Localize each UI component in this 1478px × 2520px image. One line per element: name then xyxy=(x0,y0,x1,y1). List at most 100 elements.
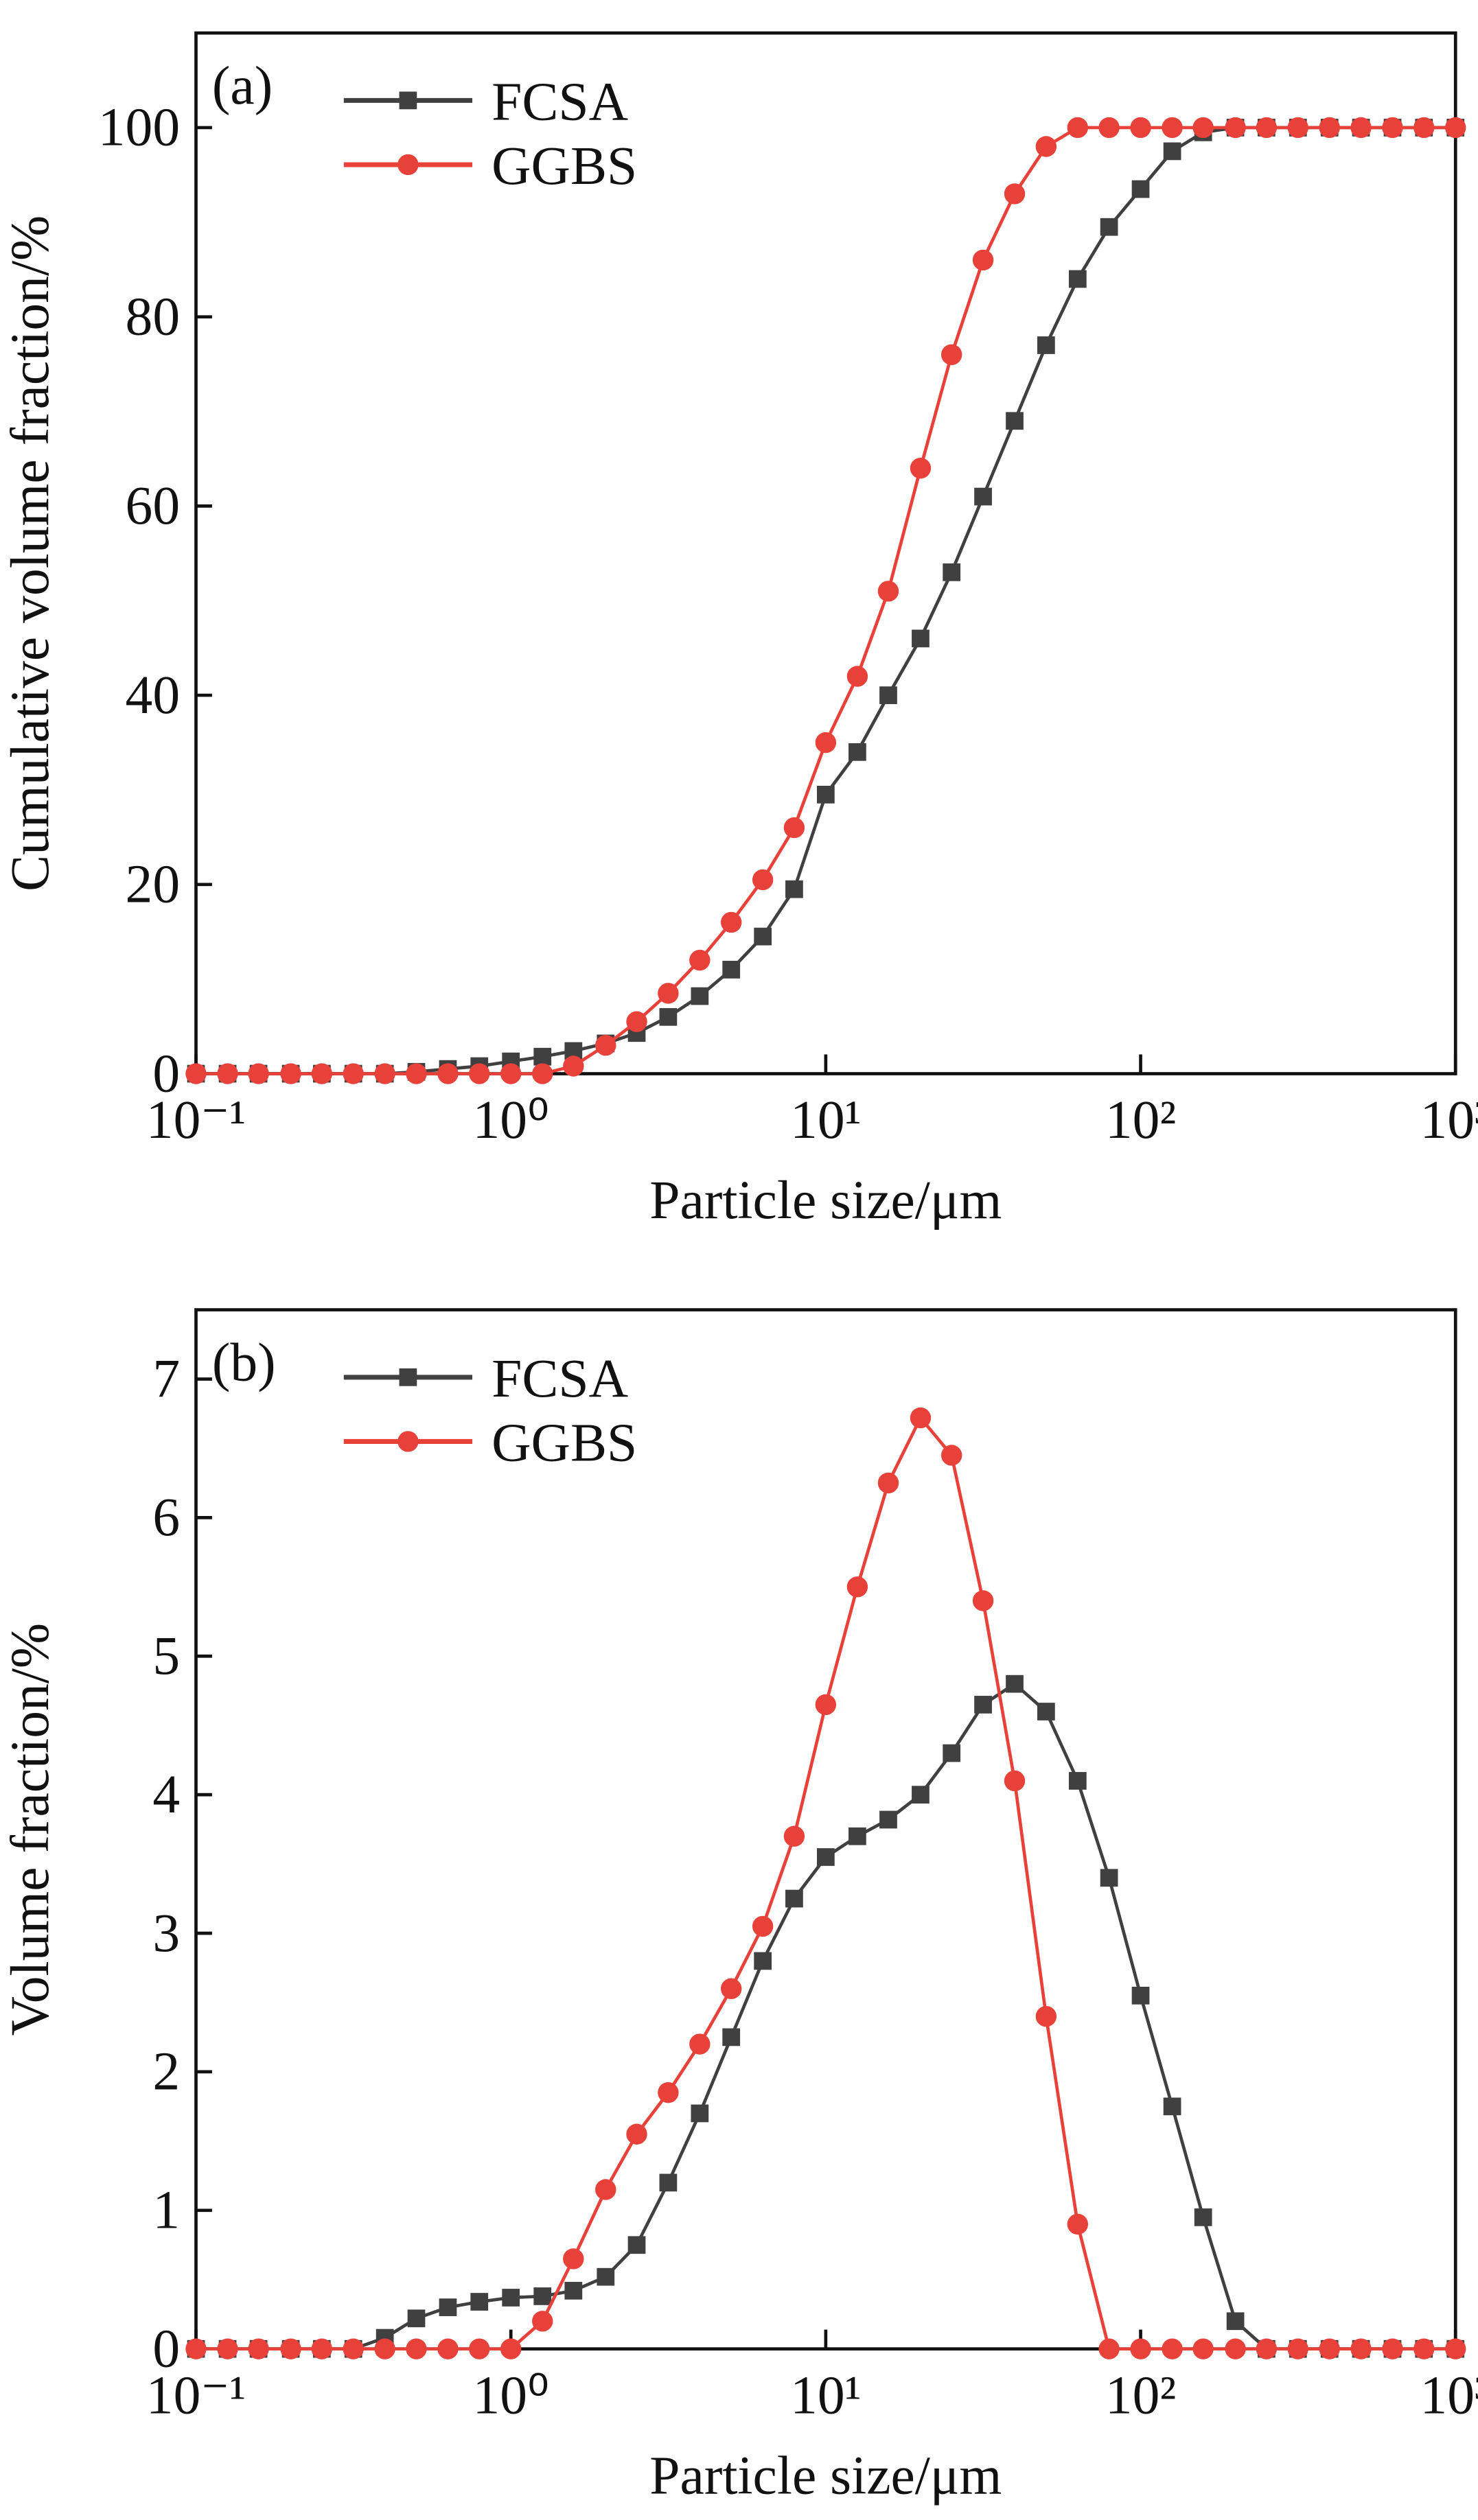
marker xyxy=(248,1063,269,1084)
marker xyxy=(817,785,835,804)
y-tick-label: 6 xyxy=(152,1487,180,1548)
marker xyxy=(280,2338,301,2359)
marker xyxy=(910,458,932,479)
marker xyxy=(1445,2338,1466,2359)
marker xyxy=(1163,142,1181,161)
y-tick-label: 5 xyxy=(152,1626,180,1686)
marker xyxy=(564,2282,583,2300)
y-tick-label: 80 xyxy=(126,286,181,347)
y-tick-label: 0 xyxy=(152,1043,180,1104)
x-axis-title: Particle size/μm xyxy=(649,2445,1002,2506)
panel-label: (a) xyxy=(212,56,273,116)
marker xyxy=(912,629,929,648)
marker xyxy=(848,743,866,761)
marker xyxy=(469,1063,490,1084)
marker xyxy=(785,880,803,898)
marker xyxy=(1287,117,1308,139)
y-tick-label: 2 xyxy=(152,2042,180,2102)
marker xyxy=(1100,218,1118,236)
marker xyxy=(1413,117,1435,139)
marker xyxy=(659,2173,678,2192)
marker xyxy=(185,2338,207,2359)
marker xyxy=(1192,2338,1214,2359)
marker xyxy=(595,1034,616,1056)
marker xyxy=(439,2298,457,2316)
marker xyxy=(399,91,417,110)
x-tick-label: 10³ xyxy=(1420,2365,1478,2425)
marker xyxy=(1068,1772,1087,1790)
marker xyxy=(846,666,868,687)
legend-label: GGBS xyxy=(492,136,637,196)
marker xyxy=(437,1063,459,1084)
marker xyxy=(879,686,897,704)
marker xyxy=(1382,2338,1403,2359)
marker xyxy=(940,344,962,366)
marker xyxy=(533,2287,552,2305)
marker xyxy=(1350,2338,1372,2359)
marker xyxy=(1413,2338,1435,2359)
marker xyxy=(1067,2213,1089,2235)
marker xyxy=(1098,117,1120,139)
marker xyxy=(943,1744,961,1762)
marker xyxy=(597,2267,615,2286)
marker xyxy=(374,1063,395,1084)
marker xyxy=(1035,2005,1057,2027)
marker xyxy=(595,2179,616,2200)
marker xyxy=(877,1472,899,1494)
x-tick-label: 10¹ xyxy=(790,1090,861,1150)
x-tick-label: 10⁻¹ xyxy=(146,1090,246,1150)
marker xyxy=(720,1978,742,1999)
marker xyxy=(217,2338,238,2359)
y-tick-label: 100 xyxy=(98,97,180,158)
y-tick-label: 40 xyxy=(126,665,181,725)
marker xyxy=(785,1889,803,1908)
marker xyxy=(1067,117,1089,139)
x-axis-title: Particle size/μm xyxy=(649,1170,1002,1230)
marker xyxy=(1100,1869,1118,1887)
marker xyxy=(943,563,961,581)
marker xyxy=(1445,117,1466,139)
series-line xyxy=(196,1414,1456,2351)
marker xyxy=(972,249,994,271)
marker xyxy=(1225,2338,1246,2359)
marker xyxy=(626,2123,647,2145)
marker xyxy=(1162,117,1183,139)
series-line xyxy=(196,1681,1456,2351)
marker xyxy=(974,487,992,506)
x-tick-label: 10³ xyxy=(1420,1090,1478,1150)
marker xyxy=(1287,2338,1308,2359)
marker xyxy=(311,1063,333,1084)
marker xyxy=(879,1810,897,1829)
marker xyxy=(752,1915,774,1937)
y-tick-label: 20 xyxy=(126,854,181,915)
marker xyxy=(1006,1675,1024,1693)
legend-label: FCSA xyxy=(492,1349,628,1409)
marker xyxy=(940,1445,962,1466)
marker xyxy=(1163,2097,1181,2116)
marker xyxy=(722,961,741,979)
marker xyxy=(406,1063,427,1084)
marker xyxy=(1037,1703,1055,1720)
y-tick-label: 3 xyxy=(152,1903,180,1963)
marker xyxy=(399,1368,417,1386)
marker xyxy=(1004,1770,1026,1792)
marker xyxy=(689,2033,711,2055)
y-tick-label: 60 xyxy=(126,476,181,536)
marker xyxy=(1131,1986,1150,2005)
marker xyxy=(691,987,709,1005)
marker xyxy=(658,983,679,1004)
marker xyxy=(1162,2338,1183,2359)
marker xyxy=(563,1055,584,1077)
marker xyxy=(397,1431,419,1452)
x-tick-label: 10⁰ xyxy=(472,2365,549,2425)
marker xyxy=(1226,2312,1245,2331)
marker xyxy=(502,2289,520,2307)
marker xyxy=(311,2338,333,2359)
plot-frame xyxy=(194,1308,1457,2351)
panel-label: (b) xyxy=(212,1333,276,1393)
marker xyxy=(658,2081,679,2103)
marker xyxy=(407,2309,426,2328)
x-tick-label: 10⁻¹ xyxy=(146,2365,246,2425)
marker xyxy=(848,1827,866,1845)
